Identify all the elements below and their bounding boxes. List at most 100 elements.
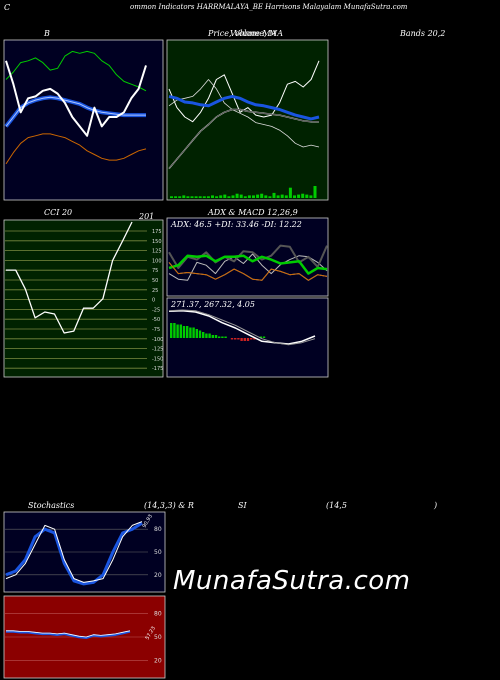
volume-bar-24 xyxy=(268,196,272,198)
rsi-line xyxy=(6,630,131,640)
volume-bar-9 xyxy=(206,196,210,198)
volume-bar-10 xyxy=(211,195,214,198)
macd-histogram-bar-0 xyxy=(170,323,173,338)
cci-tick-label-14: -175 xyxy=(152,366,163,372)
stoch-k-line xyxy=(5,521,143,586)
cci-tick-label-10: -75 xyxy=(152,327,160,333)
macd-histogram-bar-16 xyxy=(221,336,224,338)
price-overlay-label: Volume MA xyxy=(230,29,277,38)
macd-histogram-bar-24 xyxy=(246,338,250,341)
stoch-tick-label-0: 80 xyxy=(154,526,162,533)
macd-histogram-bar-26 xyxy=(253,338,256,340)
macd-histogram-bar-17 xyxy=(224,336,227,338)
macd-histogram-bar-11 xyxy=(205,333,208,338)
volume-bar-11 xyxy=(215,196,219,198)
price-panel xyxy=(166,39,329,201)
volume-bar-8 xyxy=(202,196,206,198)
price-ma-blue-line xyxy=(168,94,320,121)
price-ma-long-inner xyxy=(168,109,319,169)
macd-histogram-bar-28 xyxy=(259,336,262,338)
rsi-line-white xyxy=(6,630,131,638)
macd-histogram-bar-22 xyxy=(240,338,243,341)
macd-histogram-bar-7 xyxy=(192,327,195,338)
volume-bar-17 xyxy=(239,194,243,198)
header-c: C xyxy=(4,3,11,12)
volume-bar-1 xyxy=(174,196,178,198)
cci-line xyxy=(6,221,133,334)
bollinger-price-line xyxy=(5,60,147,137)
bollinger-panel xyxy=(3,39,164,201)
stoch-label-params: (14,5 xyxy=(326,501,347,510)
bollinger-upper-line xyxy=(5,50,147,92)
macd-values: 271.37, 267.32, 4.05 xyxy=(171,300,255,309)
cci-tick-label-7: 0 xyxy=(152,298,155,304)
cci-label: CCI 20 xyxy=(44,208,73,217)
cci-tick-label-9: -50 xyxy=(152,317,160,323)
macd-histogram-bar-1 xyxy=(173,323,176,338)
volume-bar-30 xyxy=(293,195,296,198)
volume-bar-33 xyxy=(305,194,309,198)
volume-bar-2 xyxy=(178,196,182,198)
adx-values: ADX: 46.5 +DI: 33.46 -DI: 12.22 xyxy=(171,220,302,229)
volume-bar-3 xyxy=(182,195,186,198)
cci-tick-label-3: 100 xyxy=(152,258,162,264)
cci-tick-label-11: -100 xyxy=(152,337,163,343)
macd-histogram-bar-21 xyxy=(237,338,240,340)
volume-bar-4 xyxy=(186,196,190,198)
volume-bar-26 xyxy=(276,195,280,198)
macd-histogram-bar-15 xyxy=(218,336,221,338)
macd-line xyxy=(168,309,316,345)
volume-bar-18 xyxy=(243,196,247,198)
volume-bar-7 xyxy=(198,196,202,198)
watermark: MunafaSutra.com xyxy=(173,566,411,596)
volume-bar-13 xyxy=(223,194,227,198)
price-label: Price, Volume, MA xyxy=(208,29,284,38)
cci-tick-label-4: 75 xyxy=(152,268,158,274)
volume-bar-22 xyxy=(260,193,264,198)
volume-bar-25 xyxy=(272,192,276,198)
volume-bar-31 xyxy=(297,194,301,198)
volume-bar-15 xyxy=(231,195,235,198)
cci-tick-label-8: -25 xyxy=(152,307,160,313)
adx-plus-di-line xyxy=(168,254,328,275)
adx-minus-di-line xyxy=(168,262,328,281)
macd-histogram-bar-9 xyxy=(198,330,202,338)
volume-bar-5 xyxy=(190,196,194,198)
volume-bar-28 xyxy=(284,195,288,198)
volume-bar-12 xyxy=(219,195,223,198)
volume-bar-23 xyxy=(264,195,268,198)
cci-value-label: 201 xyxy=(139,212,155,221)
macd-histogram-bar-6 xyxy=(189,327,192,338)
cci-panel xyxy=(3,219,164,378)
volume-bar-35 xyxy=(313,186,317,198)
volume-bar-16 xyxy=(235,193,239,198)
stoch-tick-label-2: 20 xyxy=(154,572,162,579)
macd-histogram-bar-8 xyxy=(195,329,198,338)
volume-bar-21 xyxy=(256,194,260,198)
stoch-label-mid: (14,3,3) & R xyxy=(144,501,194,510)
macd-histogram-bar-20 xyxy=(234,338,237,340)
macd-histogram-bar-13 xyxy=(211,335,214,338)
stoch-label-si: SI xyxy=(238,501,247,510)
cci-tick-label-2: 125 xyxy=(152,249,162,255)
macd-histogram-bar-23 xyxy=(243,338,246,341)
bollinger-label-right: Bands 20,2 xyxy=(400,29,446,38)
macd-histogram-bar-5 xyxy=(186,326,189,338)
cci-tick-label-13: -150 xyxy=(152,356,163,362)
volume-bar-32 xyxy=(301,193,305,198)
macd-histogram-bar-25 xyxy=(250,338,253,340)
volume-bar-6 xyxy=(194,196,198,198)
macd-histogram-bar-29 xyxy=(262,336,266,338)
cci-tick-label-0: 175 xyxy=(152,229,162,235)
volume-bar-27 xyxy=(280,194,284,198)
volume-bar-34 xyxy=(309,195,313,198)
stoch-label-left: Stochastics xyxy=(28,501,75,510)
stoch-d-line xyxy=(5,521,143,583)
macd-signal-line xyxy=(168,309,316,346)
rsi-tick-label-1: 50 xyxy=(154,634,162,641)
volume-bar-14 xyxy=(227,196,231,198)
stoch-tick-label-1: 50 xyxy=(154,549,162,556)
macd-histogram-bar-10 xyxy=(202,332,205,338)
cci-tick-label-5: 50 xyxy=(152,278,158,284)
